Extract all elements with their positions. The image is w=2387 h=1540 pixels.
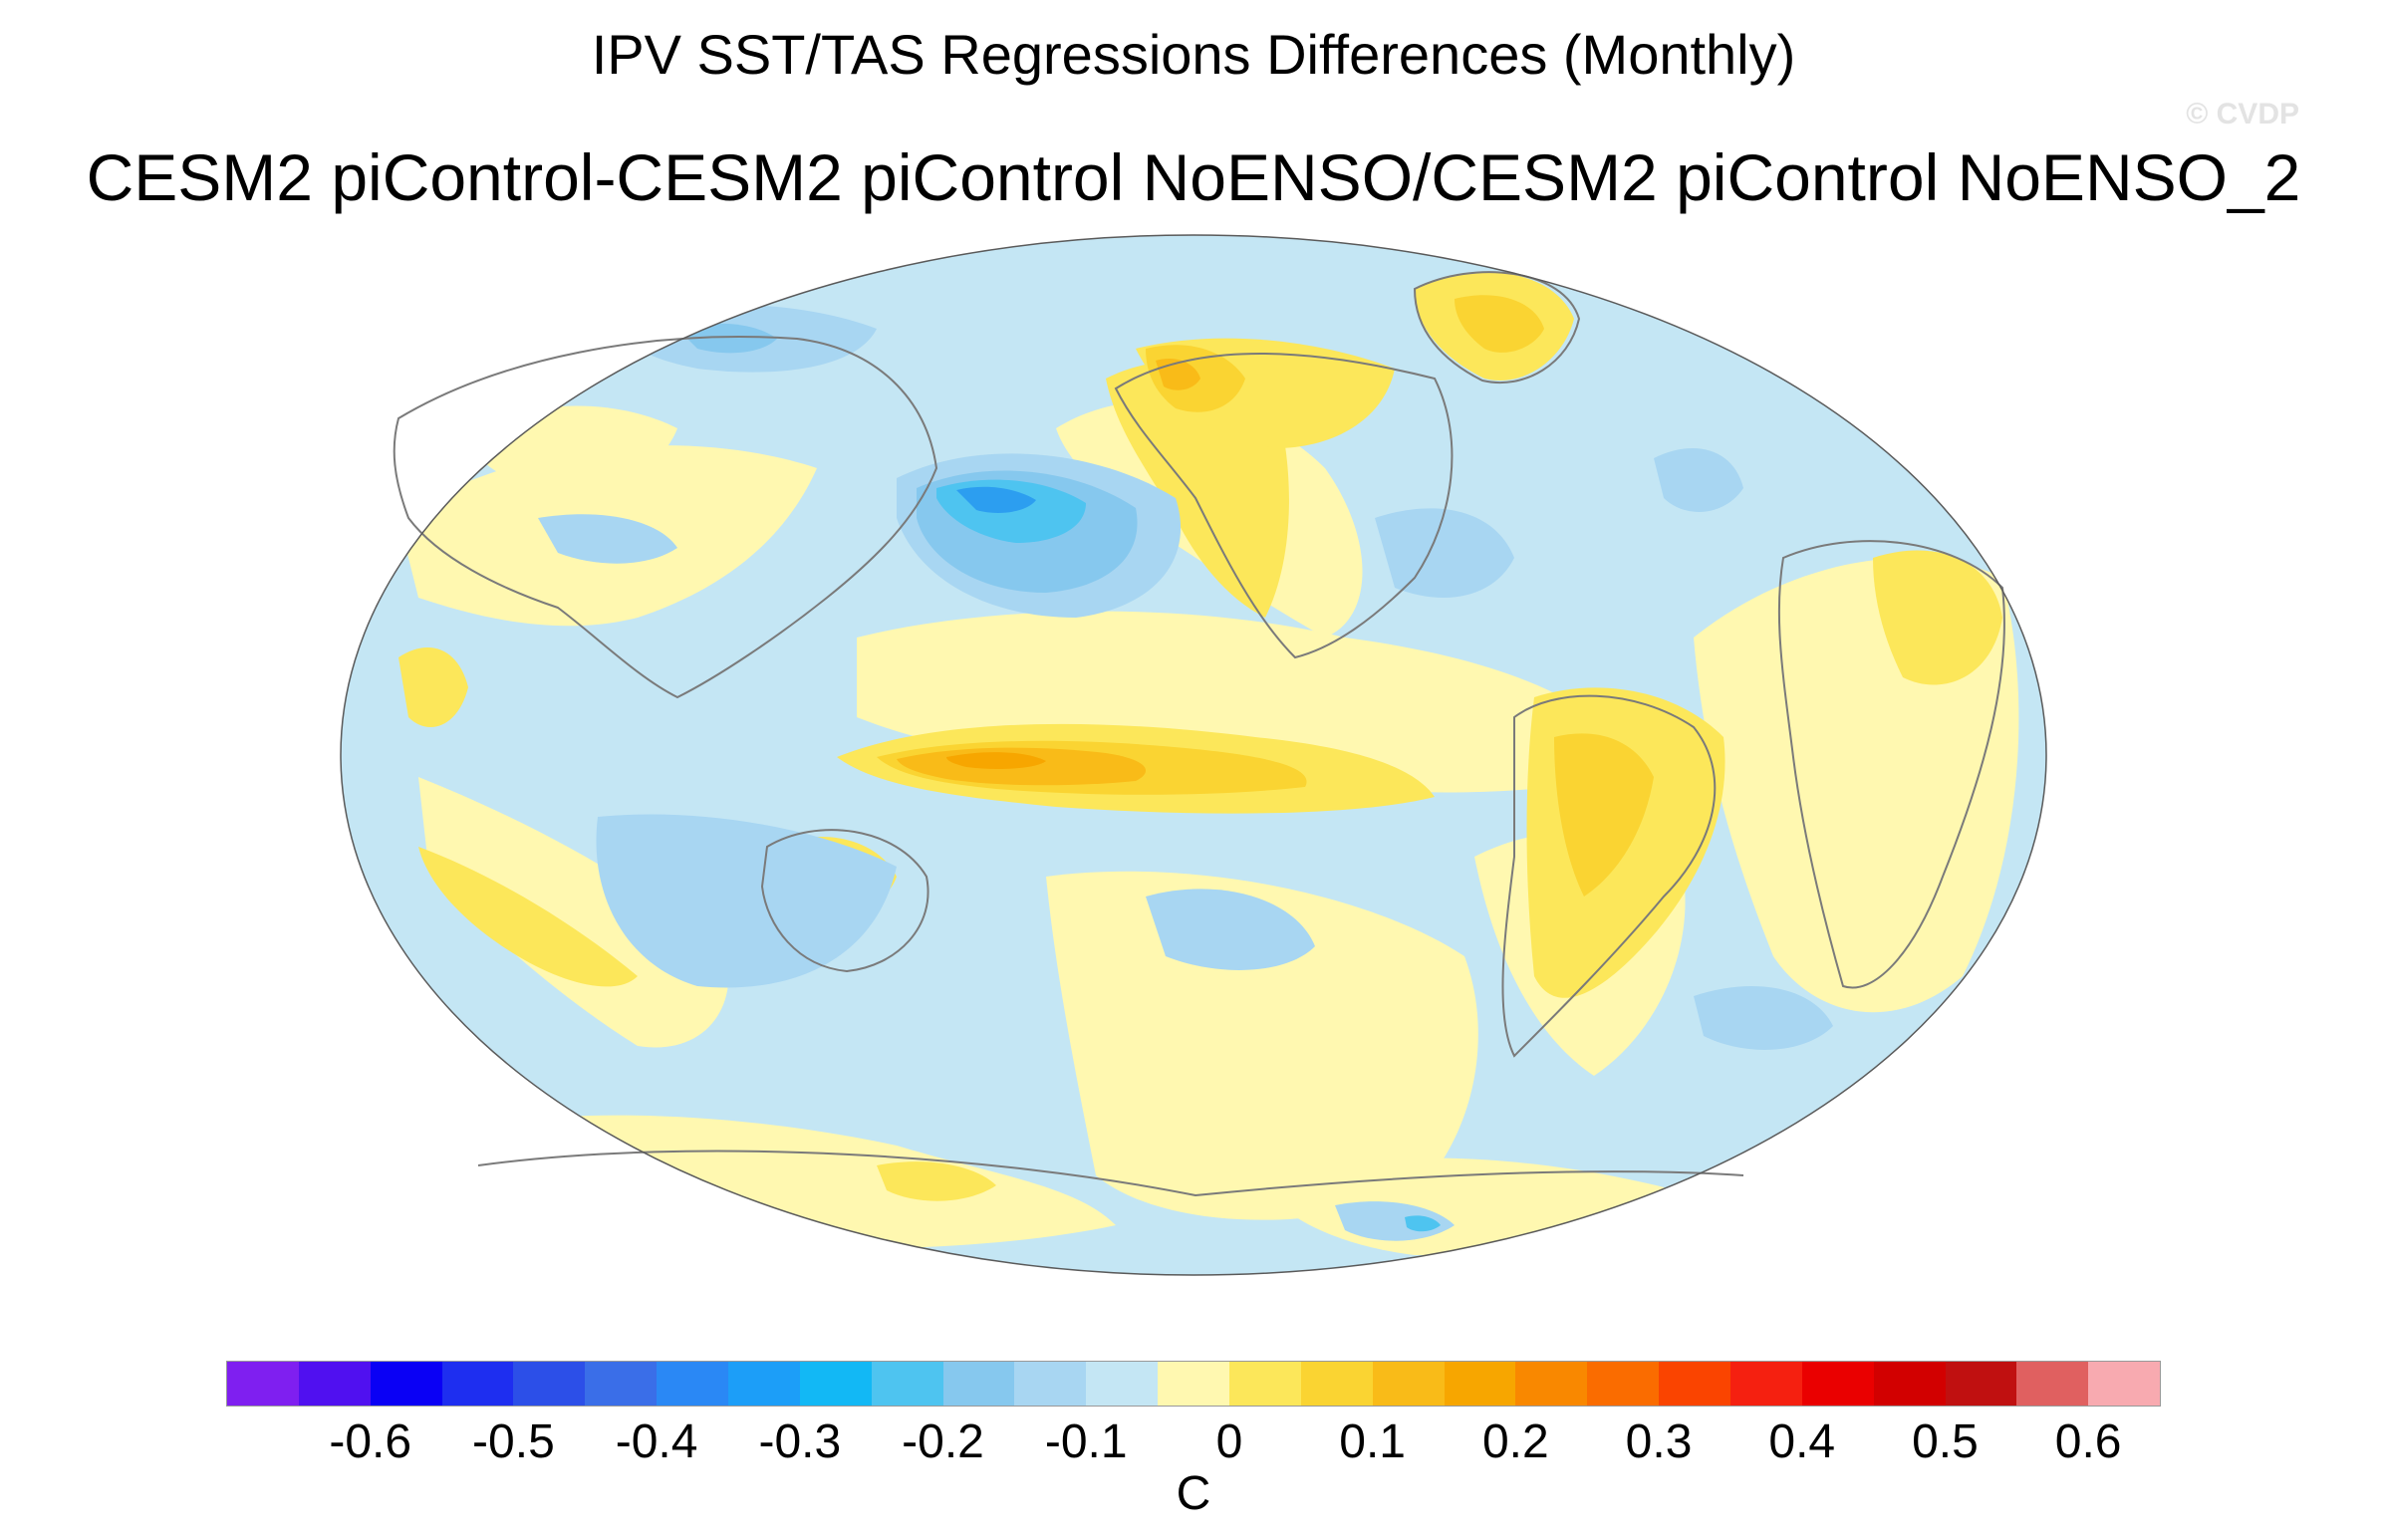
colorbar-swatch — [2088, 1362, 2161, 1406]
anomaly-region — [1146, 889, 1315, 970]
anomaly-region — [1375, 508, 1514, 598]
anomaly-region — [956, 486, 1036, 513]
anomaly-region — [1455, 295, 1544, 353]
colorbar-swatch — [1945, 1362, 2017, 1406]
colorbar-swatch — [657, 1362, 729, 1406]
anomaly-region — [1554, 733, 1654, 897]
anomaly-region — [596, 814, 897, 988]
colorbar-tick-label: -0.4 — [615, 1415, 698, 1468]
colorbar-swatch — [871, 1362, 943, 1406]
colorbar-swatch — [441, 1362, 514, 1406]
colorbar-swatch — [370, 1362, 442, 1406]
colorbar-swatch — [585, 1362, 658, 1406]
colorbar-swatch — [942, 1362, 1015, 1406]
coastline-africa — [1777, 540, 2005, 989]
colorbar-swatch — [2016, 1362, 2089, 1406]
colorbar-tick-label: -0.2 — [902, 1415, 984, 1468]
coastline-australia — [760, 829, 929, 973]
anomaly-region — [1046, 871, 1478, 1220]
colorbar-swatch — [1730, 1362, 1802, 1406]
figure-subtitle: CESM2 piControl-CESM2 piControl NoENSO/C… — [86, 140, 2301, 214]
anomaly-region — [1873, 550, 2002, 685]
colorbar — [226, 1361, 2161, 1407]
anomaly-region — [418, 847, 638, 987]
colorbar-swatch — [1014, 1362, 1087, 1406]
colorbar-swatch — [1444, 1362, 1516, 1406]
anomaly-region — [677, 323, 777, 354]
colorbar-tick-label: 0.3 — [1625, 1415, 1693, 1468]
colorbar-tick-label: 0 — [1215, 1415, 1243, 1468]
colorbar-swatch — [799, 1362, 872, 1406]
figure-title: IPV SST/TAS Regressions Differences (Mon… — [591, 23, 1796, 86]
colorbar-swatch — [1300, 1362, 1373, 1406]
colorbar-units-label: C — [1176, 1467, 1211, 1520]
coastline-eurasia — [393, 336, 938, 699]
anomaly-region — [1405, 1215, 1441, 1232]
anomaly-region — [418, 777, 729, 1048]
coastline-south-america — [1501, 694, 1717, 1058]
watermark: © CVDP — [2186, 98, 2299, 130]
anomaly-region — [1694, 986, 1833, 1050]
colorbar-tick-label: -0.6 — [329, 1415, 412, 1468]
colorbar-swatch — [1086, 1362, 1159, 1406]
colorbar-tick-label: 0.5 — [1912, 1415, 1979, 1468]
colorbar-tick-label: -0.3 — [758, 1415, 842, 1468]
colorbar-swatch — [298, 1362, 371, 1406]
colorbar-swatch — [1229, 1362, 1301, 1406]
colorbar-swatch — [1587, 1362, 1660, 1406]
colorbar-swatch — [1659, 1362, 1731, 1406]
colorbar-tick-label: -0.5 — [472, 1415, 555, 1468]
anomaly-region — [877, 1161, 996, 1201]
anomaly-region — [946, 752, 1046, 769]
coastline-greenland — [1413, 271, 1581, 385]
colorbar-swatch — [1158, 1362, 1230, 1406]
anomaly-region — [538, 514, 677, 564]
colorbar-swatch — [227, 1362, 299, 1406]
anomaly-region — [398, 647, 468, 727]
colorbar-tick-labels: -0.6 -0.5 -0.4 -0.3 -0.2 -0.1 0 0.1 0.2 0.3 0.4 0.5… — [0, 1414, 2387, 1474]
coastline-north-america — [1114, 353, 1454, 659]
coastlines — [393, 271, 2005, 1197]
colorbar-swatch — [1515, 1362, 1588, 1406]
colorbar-swatch — [1801, 1362, 1874, 1406]
colorbar-tick-label: 0.4 — [1768, 1415, 1836, 1468]
colorbar-tick-label: -0.1 — [1044, 1415, 1128, 1468]
coastline-antarctica — [477, 1150, 1744, 1197]
colorbar-swatch — [1372, 1362, 1445, 1406]
map-outline — [340, 234, 2047, 1276]
colorbar-tick-label: 0.2 — [1481, 1415, 1549, 1468]
colorbar-tick-label: 0.6 — [2054, 1415, 2122, 1468]
anomaly-region — [1654, 448, 1743, 512]
colorbar-swatch — [1873, 1362, 1946, 1406]
colorbar-swatch — [513, 1362, 586, 1406]
colorbar-tick-label: 0.1 — [1339, 1415, 1406, 1468]
colorbar-swatch — [728, 1362, 800, 1406]
